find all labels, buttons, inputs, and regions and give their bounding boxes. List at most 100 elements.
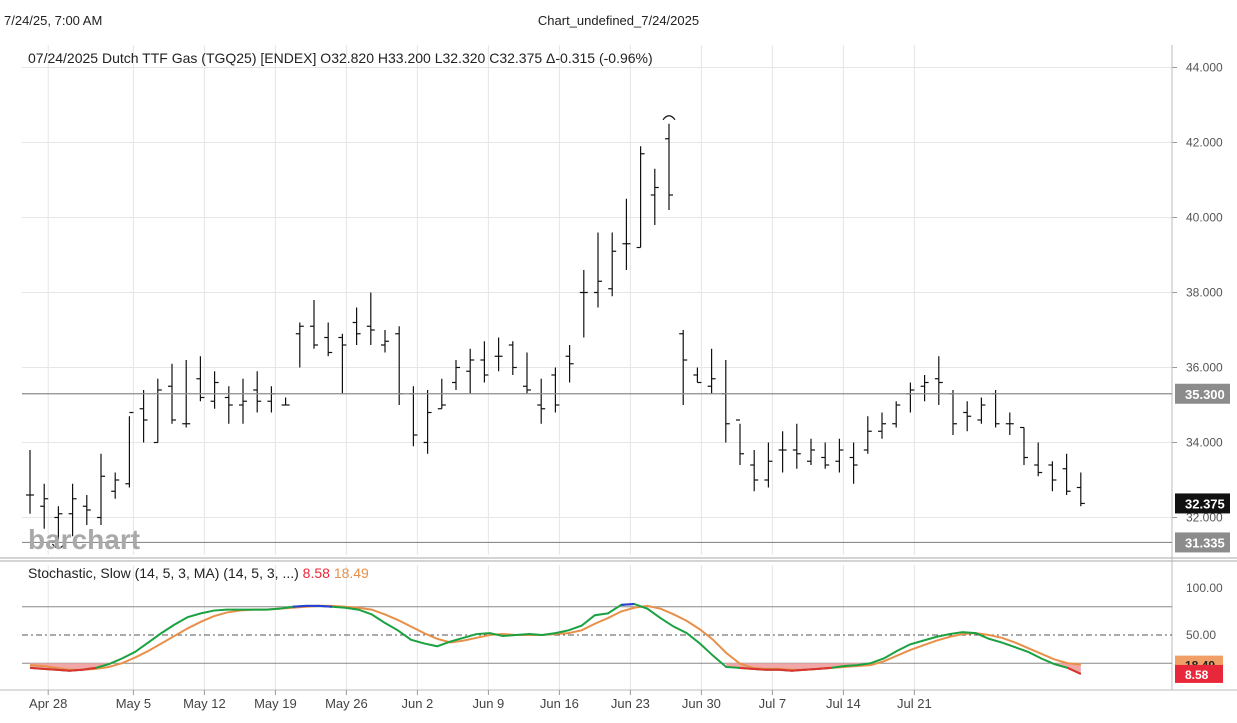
stochastic-y-tick: 50.00	[1186, 628, 1216, 642]
ohlc-bar	[125, 411, 134, 488]
x-tick-label: Jun 9	[472, 696, 504, 711]
reference-price-label: 31.335	[1185, 535, 1225, 550]
ohlc-bar	[1076, 472, 1085, 507]
y-tick-label: 36.000	[1186, 361, 1223, 375]
ohlc-bar	[892, 401, 901, 428]
watermark-logo: barchart	[28, 524, 140, 555]
period-low-marker	[51, 543, 65, 549]
ohlc-bar	[480, 341, 489, 383]
ohlc-bar	[608, 232, 617, 297]
ohlc-bar	[239, 378, 247, 424]
chart-title: 07/24/2025 Dutch TTF Gas (TGQ25) [ENDEX]…	[28, 50, 653, 66]
ohlc-bar	[281, 397, 290, 406]
price-axis: 32.000 34.000 36.000 38.000 40.000 42.000 44.0…	[0, 45, 1237, 690]
chart-name-label: Chart_undefined_7/24/2025	[537, 13, 700, 28]
ohlc-bar	[1034, 442, 1043, 477]
reference-price-tag	[1175, 383, 1230, 404]
ohlc-bar	[622, 198, 631, 270]
stochastic-k-line	[29, 602, 1082, 675]
ohlc-bar	[224, 386, 233, 424]
stochastic-legend-title: Stochastic, Slow (14, 5, 3, MA) (14, 5, …	[28, 565, 303, 581]
ohlc-bar	[920, 375, 929, 402]
y-tick-label: 44.000	[1186, 61, 1223, 75]
ohlc-bar	[466, 348, 475, 394]
ohlc-bar	[693, 367, 702, 384]
ohlc-bar	[650, 168, 659, 225]
ohlc-bar	[764, 442, 773, 488]
ohlc-bar	[679, 330, 688, 405]
time-axis: Apr 28 May 5 May 12 May 19 May 26 Jun 2 Jun 9 J…	[0, 689, 1237, 711]
last-price-label: 32.375	[1185, 496, 1225, 511]
ohlc-bar	[665, 123, 673, 210]
ohlc-bar	[537, 378, 546, 424]
ohlc-bar	[139, 390, 148, 443]
x-tick-label: Jul 21	[897, 696, 932, 711]
x-tick-label: Jul 14	[826, 696, 861, 711]
price-bars	[26, 115, 1085, 549]
stochastic-d-line	[29, 604, 1081, 671]
ohlc-bar	[523, 352, 531, 394]
x-tick-label: Jul 7	[759, 696, 786, 711]
ohlc-bar	[153, 378, 162, 444]
ohlc-bar	[210, 371, 219, 409]
y-tick-label: 34.000	[1186, 436, 1223, 450]
ohlc-bar	[707, 348, 716, 394]
ohlc-bar	[423, 390, 432, 454]
ohlc-bar	[111, 472, 120, 499]
ohlc-bar	[310, 300, 318, 349]
ohlc-bar	[821, 442, 830, 469]
ohlc-bar	[934, 356, 943, 405]
ohlc-bar	[636, 146, 645, 249]
ohlc-bar	[736, 419, 744, 465]
ohlc-bar	[324, 322, 333, 357]
ohlc-bar	[750, 450, 759, 492]
ohlc-bar	[977, 397, 986, 424]
price-grid	[22, 45, 1172, 690]
x-tick-label: Jun 30	[682, 696, 721, 711]
ohlc-bar	[40, 483, 49, 529]
ohlc-bar	[508, 341, 517, 375]
x-tick-label: May 5	[116, 696, 151, 711]
ohlc-bar	[1048, 461, 1057, 492]
ohlc-bar	[963, 401, 972, 432]
ohlc-bar	[792, 423, 801, 469]
x-tick-label: Jun 23	[611, 696, 650, 711]
timestamp-label: 7/24/25, 7:00 AM	[4, 13, 103, 28]
x-tick-label: Jun 2	[401, 696, 433, 711]
reference-price-tag	[1175, 532, 1230, 553]
stochastic-k-tag	[1175, 664, 1223, 683]
stochastic-legend: Stochastic, Slow (14, 5, 3, MA) (14, 5, …	[28, 565, 369, 581]
ohlc-bar	[494, 337, 503, 372]
ohlc-bar	[68, 483, 77, 537]
ohlc-bar	[565, 345, 574, 383]
x-tick-label: Apr 28	[29, 696, 67, 711]
ohlc-bar	[1020, 426, 1028, 465]
period-high-marker	[662, 115, 676, 121]
ohlc-bar	[579, 270, 588, 338]
x-tick-label: May 12	[183, 696, 226, 711]
ohlc-bar	[849, 442, 858, 484]
ohlc-bar	[835, 438, 844, 473]
ohlc-bar	[253, 371, 262, 413]
x-tick-label: May 19	[254, 696, 297, 711]
ohlc-bar	[863, 416, 872, 454]
ohlc-bar	[381, 330, 389, 353]
ohlc-bar	[54, 506, 63, 540]
x-tick-label: May 26	[325, 696, 368, 711]
y-tick-label: 42.000	[1186, 136, 1223, 150]
ohlc-bar	[1062, 453, 1071, 495]
ohlc-bar	[26, 450, 34, 514]
ohlc-bar	[82, 495, 91, 525]
stochastic-overbought-segment	[292, 602, 635, 608]
y-tick-label: 32.000	[1186, 511, 1223, 525]
ohlc-bar	[97, 453, 105, 525]
ohlc-bar	[807, 438, 815, 465]
y-tick-label: 38.000	[1186, 286, 1223, 300]
ohlc-bar	[338, 333, 347, 394]
ohlc-bar	[452, 360, 460, 390]
y-tick-label: 40.000	[1186, 211, 1223, 225]
ohlc-bar	[778, 431, 787, 473]
ohlc-bar	[1005, 412, 1014, 435]
ohlc-bar	[352, 307, 361, 345]
